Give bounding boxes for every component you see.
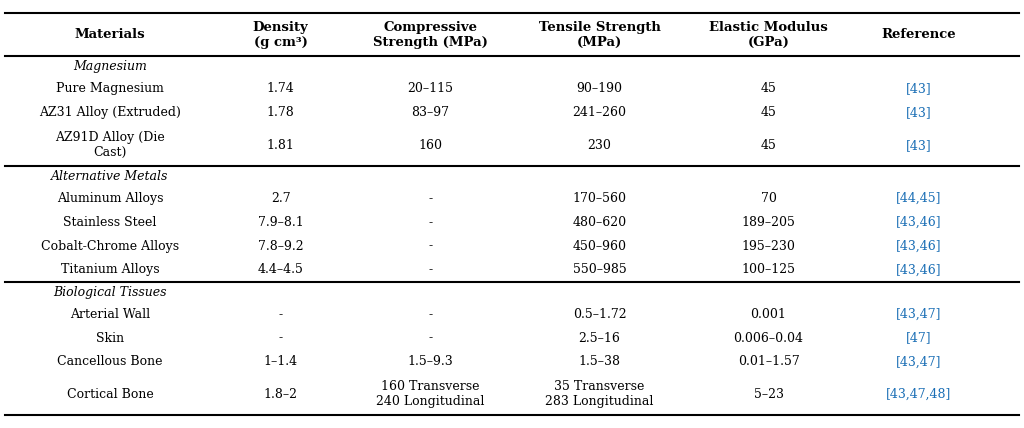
Text: Magnesium: Magnesium: [73, 60, 147, 73]
Text: 189–205: 189–205: [741, 216, 796, 229]
Text: Cobalt-Chrome Alloys: Cobalt-Chrome Alloys: [41, 240, 179, 253]
Text: [43,47]: [43,47]: [896, 355, 941, 369]
Text: -: -: [279, 332, 283, 345]
Text: -: -: [428, 240, 433, 253]
Text: Compressive
Strength (MPa): Compressive Strength (MPa): [373, 21, 488, 48]
Text: Reference: Reference: [882, 28, 955, 41]
Text: -: -: [428, 216, 433, 229]
Text: 4.4–4.5: 4.4–4.5: [258, 263, 303, 276]
Text: 70: 70: [761, 192, 776, 205]
Text: 1.8–2: 1.8–2: [263, 388, 298, 401]
Text: 45: 45: [761, 82, 776, 95]
Text: AZ91D Alloy (Die
Cast): AZ91D Alloy (Die Cast): [55, 131, 165, 159]
Text: 83–97: 83–97: [412, 106, 450, 119]
Text: Elastic Modulus
(GPa): Elastic Modulus (GPa): [710, 21, 827, 48]
Text: [43,47,48]: [43,47,48]: [886, 388, 951, 401]
Text: Arterial Wall: Arterial Wall: [70, 308, 151, 321]
Text: 20–115: 20–115: [408, 82, 454, 95]
Text: 450–960: 450–960: [572, 240, 627, 253]
Text: 0.001: 0.001: [751, 308, 786, 321]
Text: 160: 160: [419, 139, 442, 152]
Text: 0.5–1.72: 0.5–1.72: [572, 308, 627, 321]
Text: [43]: [43]: [905, 82, 932, 95]
Text: [44,45]: [44,45]: [896, 192, 941, 205]
Text: 2.5–16: 2.5–16: [579, 332, 621, 345]
Text: Cortical Bone: Cortical Bone: [67, 388, 154, 401]
Text: [43,46]: [43,46]: [896, 240, 941, 253]
Text: 241–260: 241–260: [572, 106, 627, 119]
Text: Aluminum Alloys: Aluminum Alloys: [56, 192, 164, 205]
Text: 0.006–0.04: 0.006–0.04: [733, 332, 804, 345]
Text: 170–560: 170–560: [572, 192, 627, 205]
Text: -: -: [428, 332, 433, 345]
Text: [43,46]: [43,46]: [896, 216, 941, 229]
Text: 0.01–1.57: 0.01–1.57: [737, 355, 800, 369]
Text: 7.9–8.1: 7.9–8.1: [258, 216, 303, 229]
Text: -: -: [428, 263, 433, 276]
Text: 5–23: 5–23: [754, 388, 783, 401]
Text: 2.7: 2.7: [270, 192, 291, 205]
Text: 1.78: 1.78: [266, 106, 295, 119]
Text: 45: 45: [761, 139, 776, 152]
Text: [43,46]: [43,46]: [896, 263, 941, 276]
Text: [43,47]: [43,47]: [896, 308, 941, 321]
Text: 100–125: 100–125: [741, 263, 796, 276]
Text: 1.81: 1.81: [266, 139, 295, 152]
Text: 480–620: 480–620: [572, 216, 627, 229]
Text: Materials: Materials: [75, 28, 145, 41]
Text: 1.74: 1.74: [266, 82, 295, 95]
Text: -: -: [279, 308, 283, 321]
Text: Biological Tissues: Biological Tissues: [53, 285, 167, 299]
Text: Pure Magnesium: Pure Magnesium: [56, 82, 164, 95]
Text: Skin: Skin: [96, 332, 124, 345]
Text: 45: 45: [761, 106, 776, 119]
Text: [47]: [47]: [905, 332, 932, 345]
Text: AZ31 Alloy (Extruded): AZ31 Alloy (Extruded): [39, 106, 181, 119]
Text: Tensile Strength
(MPa): Tensile Strength (MPa): [539, 21, 660, 48]
Text: Cancellous Bone: Cancellous Bone: [57, 355, 163, 369]
Text: 1–1.4: 1–1.4: [263, 355, 298, 369]
Text: 550–985: 550–985: [572, 263, 627, 276]
Text: Titanium Alloys: Titanium Alloys: [60, 263, 160, 276]
Text: 195–230: 195–230: [741, 240, 796, 253]
Text: 90–190: 90–190: [577, 82, 623, 95]
Text: -: -: [428, 192, 433, 205]
Text: 230: 230: [588, 139, 611, 152]
Text: 160 Transverse
240 Longitudinal: 160 Transverse 240 Longitudinal: [377, 380, 484, 408]
Text: Stainless Steel: Stainless Steel: [63, 216, 157, 229]
Text: Density
(g cm³): Density (g cm³): [253, 21, 308, 48]
Text: [43]: [43]: [905, 139, 932, 152]
Text: 7.8–9.2: 7.8–9.2: [258, 240, 303, 253]
Text: 1.5–9.3: 1.5–9.3: [408, 355, 454, 369]
Text: 35 Transverse
283 Longitudinal: 35 Transverse 283 Longitudinal: [546, 380, 653, 408]
Text: 1.5–38: 1.5–38: [579, 355, 621, 369]
Text: -: -: [428, 308, 433, 321]
Text: Alternative Metals: Alternative Metals: [51, 170, 169, 183]
Text: [43]: [43]: [905, 106, 932, 119]
